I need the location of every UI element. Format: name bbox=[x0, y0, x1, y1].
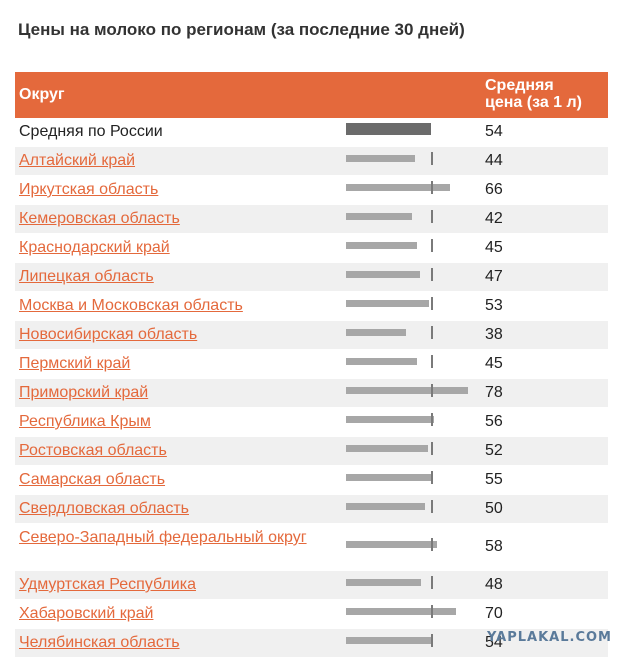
average-marker bbox=[431, 384, 433, 397]
bar bbox=[346, 474, 432, 481]
price-value: 70 bbox=[485, 605, 503, 622]
table-row: Ростовская область 52 bbox=[15, 437, 608, 466]
average-marker bbox=[431, 605, 433, 618]
chart-title: Цены на молоко по регионам (за последние… bbox=[18, 20, 465, 39]
average-marker bbox=[431, 442, 433, 455]
watermark: YAPLAKAL.COM bbox=[487, 630, 612, 645]
table-row: Новосибирская область 38 bbox=[15, 321, 608, 350]
region-link[interactable]: Хабаровский край bbox=[19, 605, 154, 622]
bar bbox=[346, 445, 428, 452]
price-value: 54 bbox=[485, 123, 503, 140]
region-link[interactable]: Москва и Московская область bbox=[19, 297, 243, 314]
price-value: 56 bbox=[485, 413, 503, 430]
average-marker bbox=[431, 634, 433, 647]
bar bbox=[346, 123, 431, 135]
region-link[interactable]: Приморский край bbox=[19, 384, 149, 401]
table-row: Алтайский край 44 bbox=[15, 147, 608, 176]
region-link[interactable]: Республика Крым bbox=[19, 413, 151, 430]
table-row: Удмуртская Республика 48 bbox=[15, 571, 608, 600]
price-value: 42 bbox=[485, 210, 503, 227]
price-value: 38 bbox=[485, 326, 503, 343]
price-value: 45 bbox=[485, 239, 503, 256]
average-marker bbox=[431, 538, 433, 551]
average-marker bbox=[431, 471, 433, 484]
table-header: Округ Средняя цена (за 1 л) bbox=[15, 72, 608, 118]
average-marker bbox=[431, 181, 433, 194]
table-row: Республика Крым 56 bbox=[15, 408, 608, 437]
region-link[interactable]: Челябинская область bbox=[19, 634, 180, 651]
price-value: 53 bbox=[485, 297, 503, 314]
bar bbox=[346, 387, 468, 394]
bar bbox=[346, 579, 421, 586]
header-price: Средняя цена (за 1 л) bbox=[485, 77, 605, 111]
table-row: Самарская область 55 bbox=[15, 466, 608, 495]
average-marker bbox=[431, 297, 433, 310]
bar bbox=[346, 637, 431, 644]
average-marker bbox=[431, 152, 433, 165]
region-link[interactable]: Алтайский край bbox=[19, 152, 136, 169]
average-marker bbox=[431, 268, 433, 281]
table-body: Средняя по России 54 Алтайский край 44 Иркут… bbox=[15, 118, 608, 658]
table-row: Иркутская область 66 bbox=[15, 176, 608, 205]
price-value: 58 bbox=[485, 538, 503, 555]
bar bbox=[346, 358, 417, 365]
bar bbox=[346, 329, 406, 336]
average-marker bbox=[431, 210, 433, 223]
bar bbox=[346, 155, 415, 162]
region-link[interactable]: Пермский край bbox=[19, 355, 131, 372]
price-value: 47 bbox=[485, 268, 503, 285]
region-link[interactable]: Северо-Западный федеральный округ bbox=[19, 529, 307, 546]
region-link[interactable]: Краснодарский край bbox=[19, 239, 170, 256]
average-marker bbox=[431, 326, 433, 339]
table-row: Краснодарский край 45 bbox=[15, 234, 608, 263]
header-price-line2: цена (за 1 л) bbox=[485, 94, 582, 111]
table-row: Пермский край 45 bbox=[15, 350, 608, 379]
price-value: 66 bbox=[485, 181, 503, 198]
region-link[interactable]: Липецкая область bbox=[19, 268, 154, 285]
price-value: 54 bbox=[485, 634, 503, 651]
average-marker bbox=[431, 500, 433, 513]
table-row: Свердловская область 50 bbox=[15, 495, 608, 524]
average-marker bbox=[431, 413, 433, 426]
table-row: Средняя по России 54 bbox=[15, 118, 608, 147]
region-link[interactable]: Иркутская область bbox=[19, 181, 159, 198]
table-row: Северо-Западный федеральный округ 58 bbox=[15, 524, 608, 571]
bar bbox=[346, 300, 429, 307]
region-link[interactable]: Свердловская область bbox=[19, 500, 189, 517]
header-region: Округ bbox=[19, 86, 65, 103]
region-link[interactable]: Новосибирская область bbox=[19, 326, 198, 343]
price-value: 44 bbox=[485, 152, 503, 169]
price-value: 52 bbox=[485, 442, 503, 459]
bar bbox=[346, 184, 450, 191]
table-row: Челябинская область 54 bbox=[15, 629, 608, 658]
table-row: Кемеровская область 42 bbox=[15, 205, 608, 234]
region-link[interactable]: Ростовская область bbox=[19, 442, 167, 459]
price-value: 78 bbox=[485, 384, 503, 401]
average-marker bbox=[431, 239, 433, 252]
bar bbox=[346, 416, 434, 423]
price-value: 45 bbox=[485, 355, 503, 372]
region-link[interactable]: Кемеровская область bbox=[19, 210, 180, 227]
table-row: Липецкая область 47 bbox=[15, 263, 608, 292]
bar bbox=[346, 213, 412, 220]
header-price-line1: Средняя bbox=[485, 77, 554, 94]
table-row: Москва и Московская область 53 bbox=[15, 292, 608, 321]
bar bbox=[346, 242, 417, 249]
price-value: 48 bbox=[485, 576, 503, 593]
row-label-average: Средняя по России bbox=[19, 123, 163, 140]
average-marker bbox=[431, 576, 433, 589]
price-table: Округ Средняя цена (за 1 л) Средняя по Р… bbox=[15, 72, 608, 658]
table-row: Хабаровский край 70 bbox=[15, 600, 608, 629]
bar bbox=[346, 271, 420, 278]
price-value: 50 bbox=[485, 500, 503, 517]
bar bbox=[346, 503, 425, 510]
region-link[interactable]: Самарская область bbox=[19, 471, 166, 488]
table-row: Приморский край 78 bbox=[15, 379, 608, 408]
bar bbox=[346, 541, 437, 548]
price-value: 55 bbox=[485, 471, 503, 488]
bar bbox=[346, 608, 456, 615]
average-marker bbox=[431, 355, 433, 368]
region-link[interactable]: Удмуртская Республика bbox=[19, 576, 196, 593]
